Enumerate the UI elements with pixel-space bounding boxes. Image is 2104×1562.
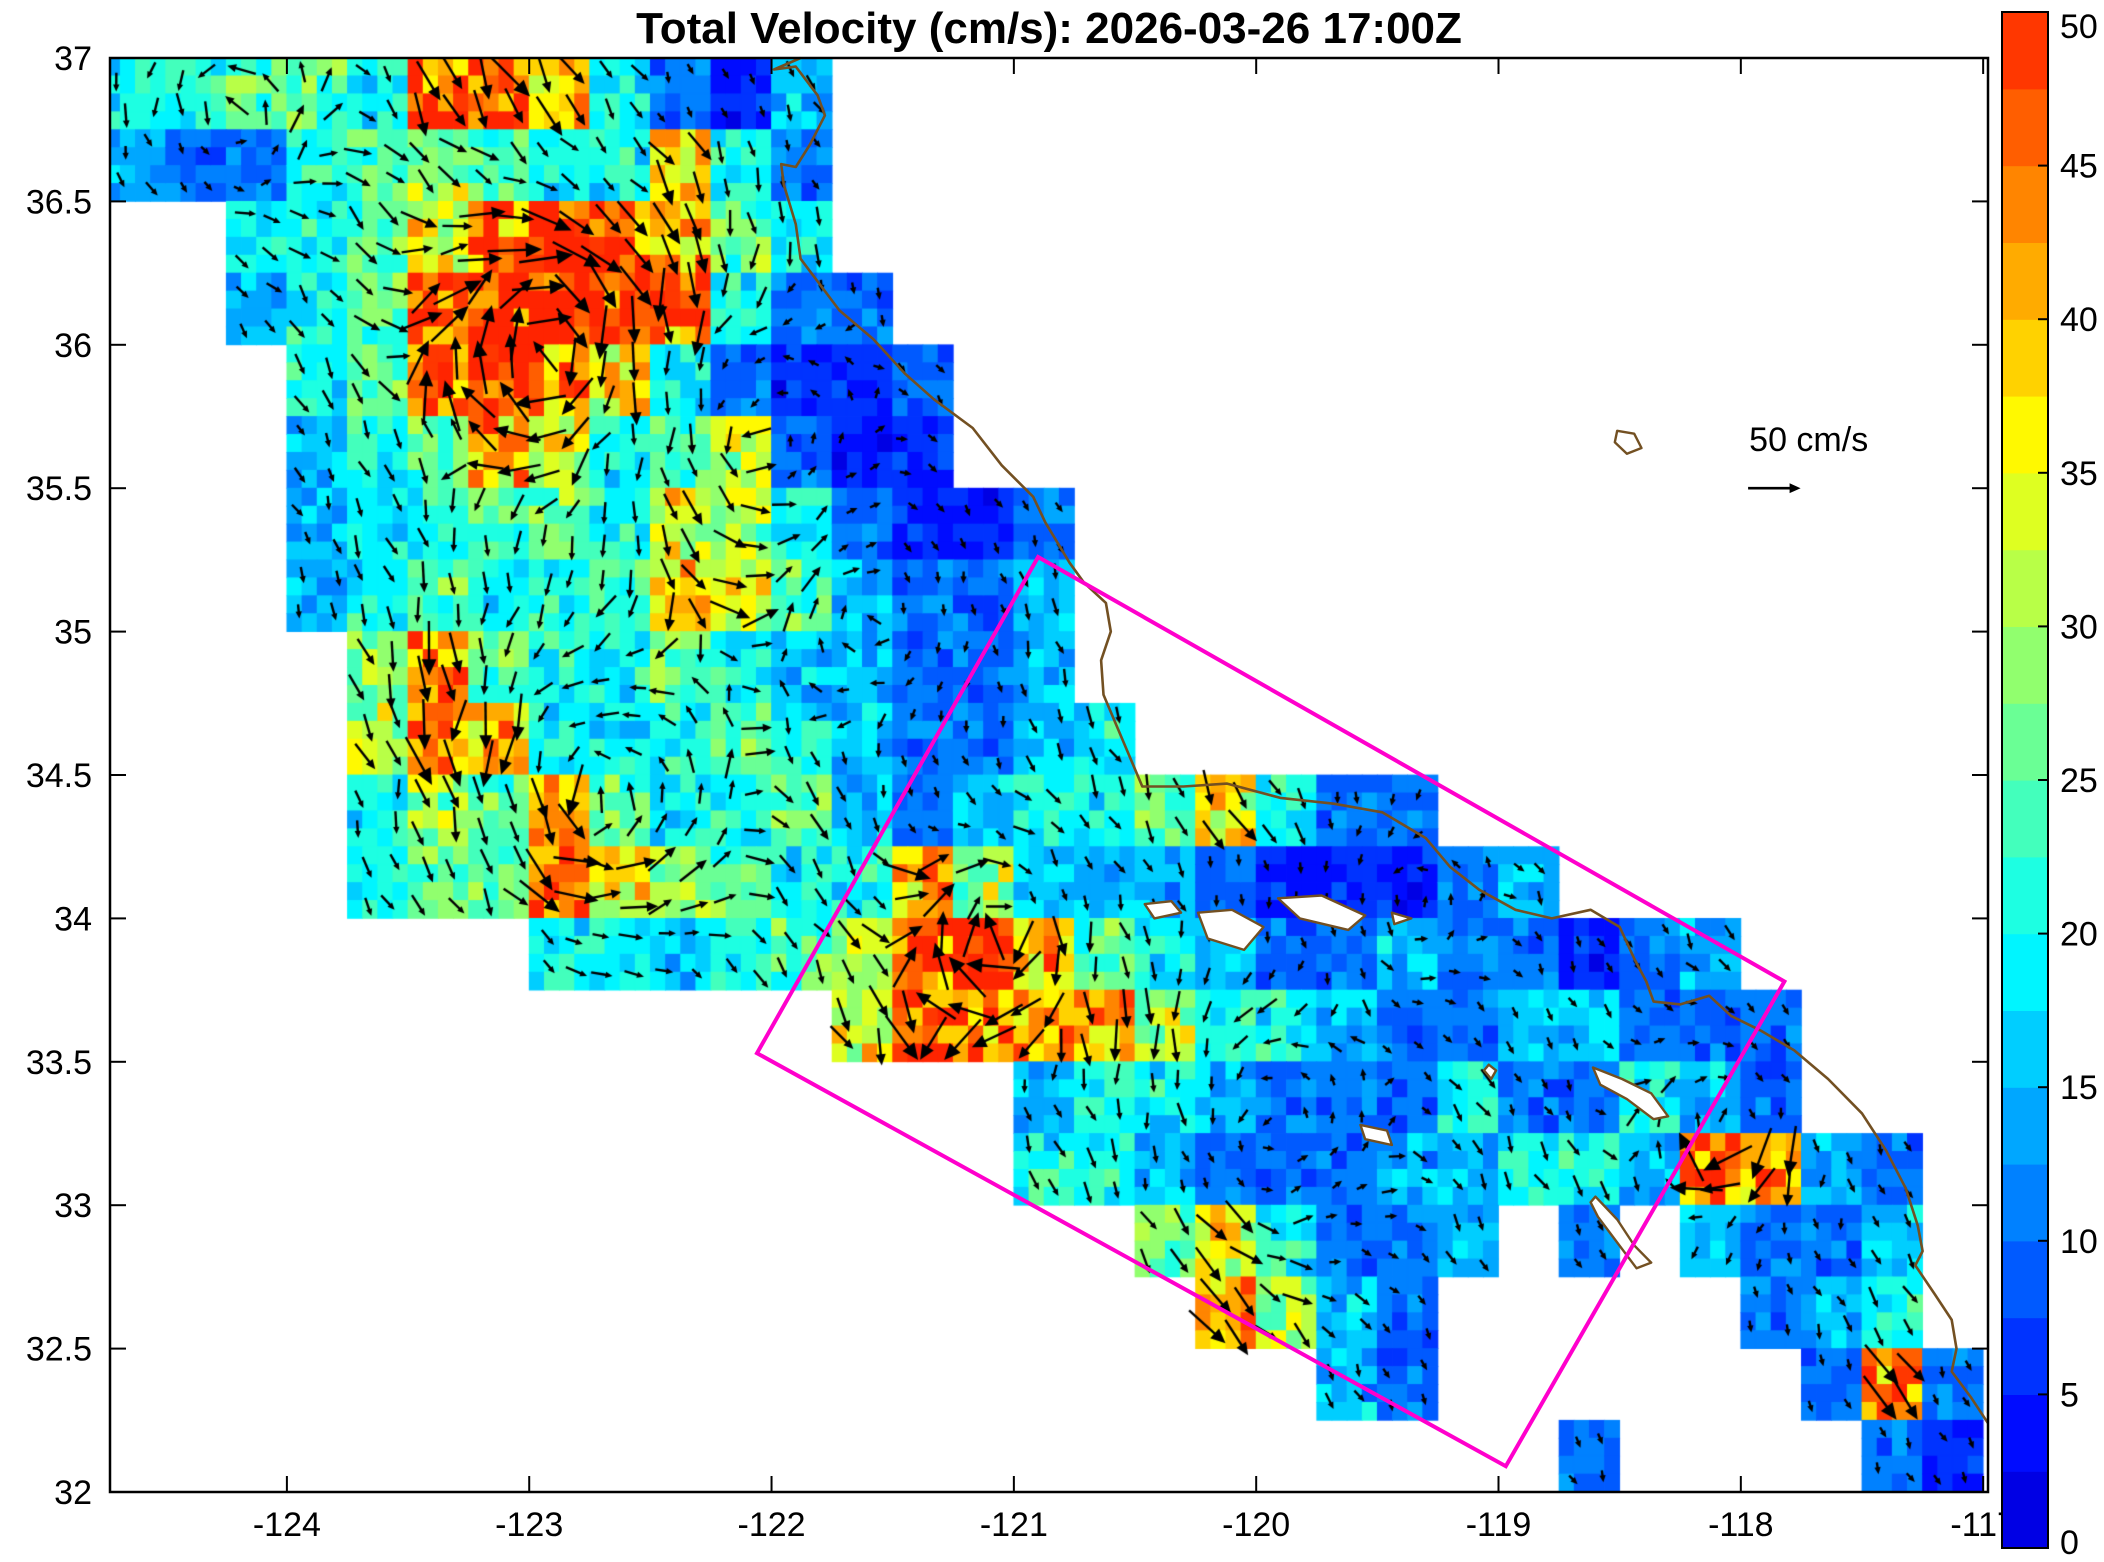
colorbar-segment — [2002, 1164, 2048, 1242]
chart-title: Total Velocity (cm/s): 2026-03-26 17:00Z — [636, 4, 1462, 53]
island-outline — [1613, 429, 1643, 455]
x-tick-label: -122 — [738, 1506, 806, 1544]
colorbar-tick-label: 0 — [2060, 1524, 2079, 1562]
x-tick-label: -120 — [1222, 1506, 1290, 1544]
colorbar-segment — [2002, 1240, 2048, 1319]
y-tick-label: 32.5 — [26, 1331, 92, 1369]
island-outline — [1276, 894, 1367, 932]
y-tick-label: 33 — [54, 1187, 92, 1225]
colorbar-tick-label: 40 — [2060, 301, 2098, 339]
y-tick-label: 36 — [54, 327, 92, 365]
island-outline — [1591, 1066, 1670, 1121]
colorbar-segment — [2002, 1471, 2048, 1549]
colorbar-tick-label: 35 — [2060, 455, 2098, 493]
colorbar-tick-label: 50 — [2060, 8, 2098, 46]
coastline-path — [772, 56, 1990, 1424]
colorbar-segment — [2002, 549, 2048, 627]
colorbar-segment — [2002, 780, 2048, 858]
island-outline — [1143, 900, 1183, 920]
island-outline — [1359, 1123, 1394, 1147]
y-tick-label: 34 — [54, 900, 92, 938]
island-outline — [1196, 908, 1265, 952]
y-tick-label: 36.5 — [26, 183, 92, 221]
axes-box — [108, 56, 1990, 1494]
colorbar-tick-label: 20 — [2060, 916, 2098, 954]
colorbar-segment — [2002, 626, 2048, 704]
colorbar-segment — [2002, 703, 2048, 781]
colorbar-segment — [2002, 1087, 2048, 1165]
colorbar-tick-label: 45 — [2060, 148, 2098, 186]
colorbar-segment — [2002, 396, 2048, 474]
colorbar-segment — [2002, 472, 2048, 551]
overlay-box — [754, 554, 1788, 1469]
colorbar-segment — [2002, 1010, 2048, 1088]
colorbar-tick-label: 5 — [2060, 1376, 2079, 1414]
y-tick-label: 35 — [54, 614, 92, 652]
y-tick-label: 32 — [54, 1474, 92, 1512]
scale-arrow-label: 50 cm/s — [1749, 421, 1868, 459]
island-outline — [1589, 1195, 1653, 1270]
colorbar-segment — [2002, 933, 2048, 1011]
y-tick-label: 35.5 — [26, 470, 92, 508]
colorbar-segment — [2002, 88, 2048, 167]
y-tick-label: 37 — [54, 40, 92, 78]
x-tick-label: -121 — [980, 1506, 1048, 1544]
x-tick-label: -123 — [495, 1506, 563, 1544]
colorbar-segment — [2002, 12, 2048, 90]
colorbar-segment — [2002, 856, 2048, 935]
y-tick-label: 34.5 — [26, 757, 92, 795]
island-outline — [1482, 1063, 1498, 1081]
x-tick-label: -118 — [1708, 1506, 1774, 1544]
x-tick-label: -119 — [1466, 1506, 1532, 1544]
colorbar-segment — [2002, 1317, 2048, 1395]
colorbar-segment — [2002, 165, 2048, 243]
colorbar-segment — [2002, 1394, 2048, 1472]
colorbar-tick-label: 30 — [2060, 608, 2098, 646]
colorbar-tick-label: 15 — [2060, 1069, 2098, 1107]
colorbar-tick-label: 10 — [2060, 1223, 2098, 1261]
scale-arrow-head — [1789, 483, 1801, 494]
colorbar-segment — [2002, 319, 2048, 397]
x-tick-label: -124 — [253, 1506, 321, 1544]
island-outline — [1390, 911, 1413, 926]
y-tick-label: 33.5 — [26, 1044, 92, 1082]
colorbar-tick-label: 25 — [2060, 762, 2098, 800]
colorbar-segment — [2002, 242, 2048, 320]
